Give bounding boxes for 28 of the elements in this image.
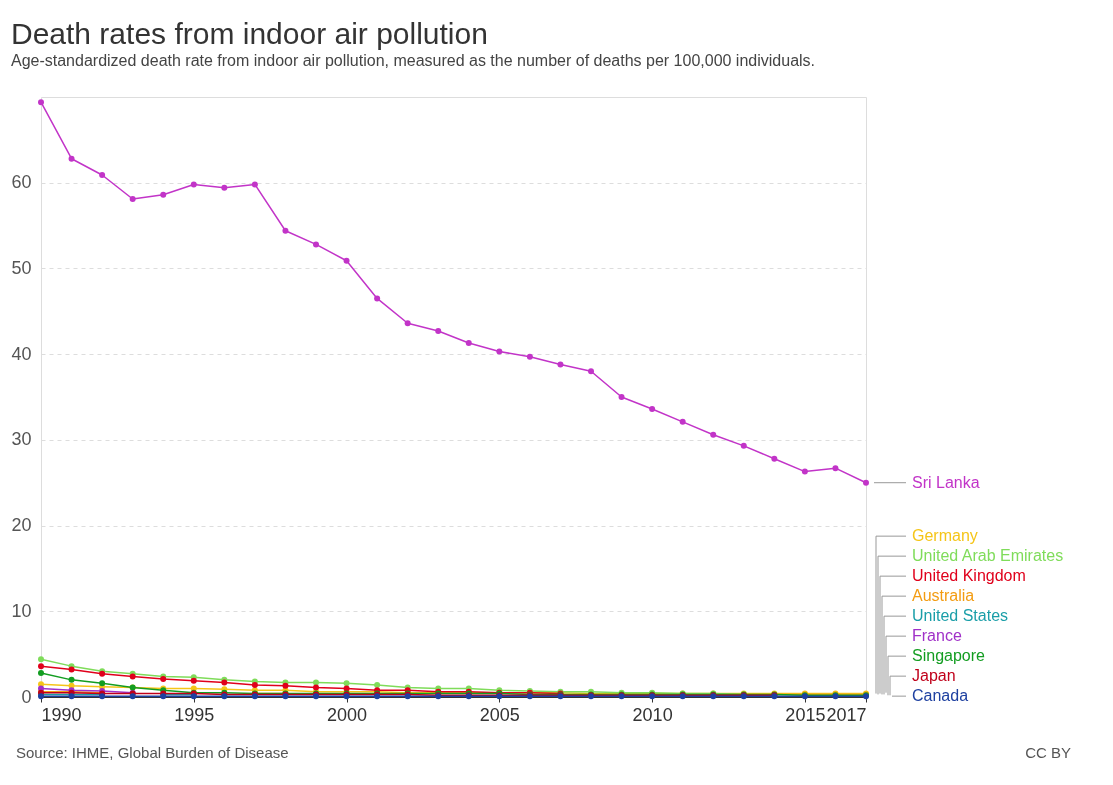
text: CC BY [1025,744,1071,761]
y-tick-label: 50 [11,257,32,278]
chart-subtitle: Age-standardized death rate from indoor air pollution, measured as the number of deaths per 100,000 individuals. [10,52,816,69]
x-tick-label: 2000 [327,704,368,725]
y-tick-label: 40 [11,343,32,364]
x-tick-label: 2010 [632,704,673,725]
x-tick-label: 1990 [41,704,82,725]
text: Germany [912,527,978,545]
text: Australia [912,587,975,605]
text: United Kingdom [912,567,1026,585]
x-tick-label: 2015 [785,704,826,725]
x-tick-label: 2005 [479,704,520,725]
y-tick-label: 0 [21,686,32,707]
text: Canada [912,687,969,705]
text: France [912,627,962,645]
source-note: Source: IHME, Global Burden of Disease [16,744,289,761]
y-tick-label: 30 [11,429,32,450]
y-tick-label: 20 [11,515,32,536]
y-tick-label: 10 [11,600,32,621]
text: Sri Lanka [912,473,980,491]
text: United States [912,607,1009,625]
text: United Arab Emirates [912,547,1064,565]
text: Singapore [912,647,986,665]
x-tick-label: 2017 [826,704,867,725]
chart-title: Death rates from indoor air pollution [10,17,488,50]
y-tick-label: 60 [11,172,32,193]
x-tick-label: 1995 [174,704,215,725]
text: Japan [912,667,956,685]
